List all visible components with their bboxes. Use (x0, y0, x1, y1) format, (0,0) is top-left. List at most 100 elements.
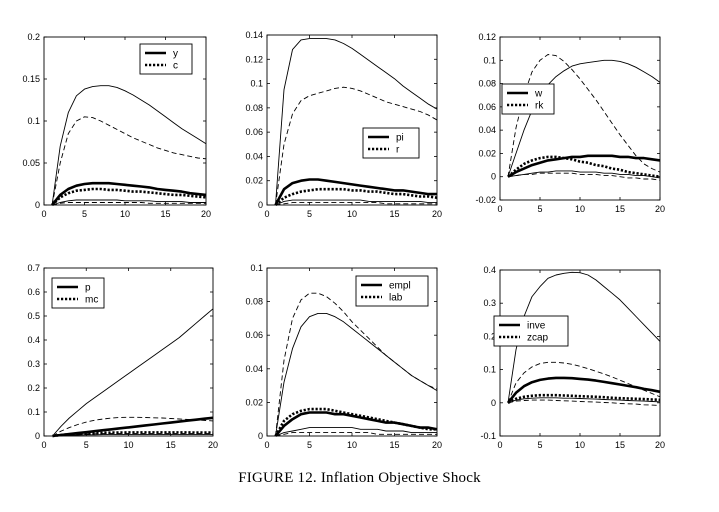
legend-box (355, 275, 429, 307)
x-tick-label: 5 (84, 440, 89, 450)
x-tick-label: 20 (432, 209, 442, 219)
legend-label-empl: empl (389, 281, 411, 292)
series-line-thin-solid-4 (507, 170, 661, 179)
series-line-thin-solid-2 (507, 271, 661, 403)
y-tick-label: 0.04 (478, 125, 496, 135)
legend-box (51, 277, 105, 309)
legend-label-r: r (396, 145, 400, 156)
y-tick-label: 0.2 (27, 383, 40, 393)
y-tick-label: 0.4 (483, 265, 496, 275)
y-tick-label: 0.1 (483, 365, 496, 375)
y-tick-label: 0.7 (27, 263, 40, 273)
y-tick-label: 0.08 (478, 79, 496, 89)
y-tick-label: 0.06 (478, 102, 496, 112)
y-tick-label: 0.04 (245, 364, 263, 374)
y-tick-label: 0.15 (22, 74, 40, 84)
subplot-1: 0 5 10 15 20 0 0.05 0.1 0.15 0.2 yc (22, 32, 211, 219)
series-line-thin-dashed-3 (51, 116, 207, 206)
legend-label-c: c (173, 61, 178, 72)
series-line-mc (52, 431, 213, 438)
series-line-lab (274, 407, 437, 437)
series-line-thin-dashed-5 (52, 202, 206, 206)
y-tick-label: 0.08 (245, 297, 263, 307)
y-tick-label: 0 (35, 200, 40, 210)
legend: pmc (51, 277, 105, 309)
x-tick-label: 15 (615, 440, 625, 450)
subplot-4: 0 5 10 15 20 0 0.1 0.2 0.3 0.4 0.5 0.6 0.7 pmc (27, 263, 218, 450)
legend-label-p: p (85, 283, 91, 294)
axes-frame (266, 34, 438, 206)
series-line-thin-solid-2 (51, 85, 207, 206)
x-tick-label: 10 (347, 440, 357, 450)
series-line-thin-dashed-5 (507, 399, 661, 406)
y-tick-label: 0.1 (250, 79, 263, 89)
y-tick-label: 0.2 (27, 32, 40, 42)
x-tick-label: 0 (497, 204, 502, 214)
x-tick-label: 15 (389, 209, 399, 219)
legend-box (501, 83, 555, 115)
x-tick-label: 0 (497, 440, 502, 450)
series-line-thin-solid-4 (51, 199, 206, 206)
x-tick-label: 0 (41, 440, 46, 450)
legend: pir (362, 127, 420, 159)
legend: wrk (501, 83, 555, 115)
series-line-zcap (507, 393, 661, 404)
y-tick-label: 0.6 (27, 287, 40, 297)
y-tick-label: 0.2 (483, 331, 496, 341)
legend: yc (139, 43, 193, 75)
y-tick-label: -0.02 (475, 195, 496, 205)
legend-label-mc: mc (85, 295, 98, 306)
x-tick-label: 15 (166, 440, 176, 450)
series-line-thin-solid-4 (275, 199, 437, 206)
series-line-inve (506, 376, 661, 404)
series-line-thin-solid-2 (275, 38, 438, 206)
x-tick-label: 15 (389, 440, 399, 450)
x-tick-label: 20 (208, 440, 218, 450)
legend-label-pi: pi (396, 133, 404, 144)
y-tick-label: 0.1 (250, 263, 263, 273)
series-line-thin-dashed-5 (507, 172, 661, 181)
y-tick-label: 0.3 (27, 359, 40, 369)
series-line-r (274, 187, 438, 206)
x-tick-label: 5 (537, 204, 542, 214)
series-line-thin-dashed-5 (52, 432, 213, 437)
series-line-thin-solid-4 (507, 397, 661, 404)
y-tick-label: 0.05 (22, 158, 40, 168)
series-line-thin-dashed-3 (507, 54, 661, 177)
figure-caption: FIGURE 12. Inflation Objective Shock (238, 470, 481, 486)
y-tick-label: 0.12 (245, 54, 263, 64)
y-tick-label: 0 (491, 172, 496, 182)
y-tick-label: 0 (258, 200, 263, 210)
series-line-thin-solid-4 (52, 434, 213, 437)
x-tick-label: 10 (120, 209, 130, 219)
series-line-thin-dashed-5 (275, 432, 437, 437)
x-tick-label: 20 (432, 440, 442, 450)
y-tick-label: 0.1 (27, 407, 40, 417)
series-line-y (51, 181, 207, 206)
y-tick-label: 0.02 (245, 176, 263, 186)
legend-label-zcap: zcap (527, 333, 549, 344)
series-line-thin-dashed-5 (275, 202, 437, 206)
x-tick-label: 0 (264, 440, 269, 450)
axes-frame (499, 269, 661, 437)
legend-label-y: y (173, 49, 178, 60)
y-tick-label: 0.02 (245, 397, 263, 407)
legend-box (139, 43, 193, 75)
y-tick-label: 0.1 (483, 55, 496, 65)
x-tick-label: 5 (82, 209, 87, 219)
x-tick-label: 0 (41, 209, 46, 219)
series-line-p (52, 416, 214, 438)
y-tick-label: 0 (491, 398, 496, 408)
series-line-thin-solid-2 (52, 308, 214, 437)
x-tick-label: 20 (655, 440, 665, 450)
y-tick-label: 0.4 (27, 335, 40, 345)
series-line-thin-dashed-3 (52, 416, 214, 437)
x-tick-label: 5 (307, 209, 312, 219)
x-tick-label: 15 (160, 209, 170, 219)
x-tick-label: 10 (575, 204, 585, 214)
y-tick-label: 0 (258, 431, 263, 441)
